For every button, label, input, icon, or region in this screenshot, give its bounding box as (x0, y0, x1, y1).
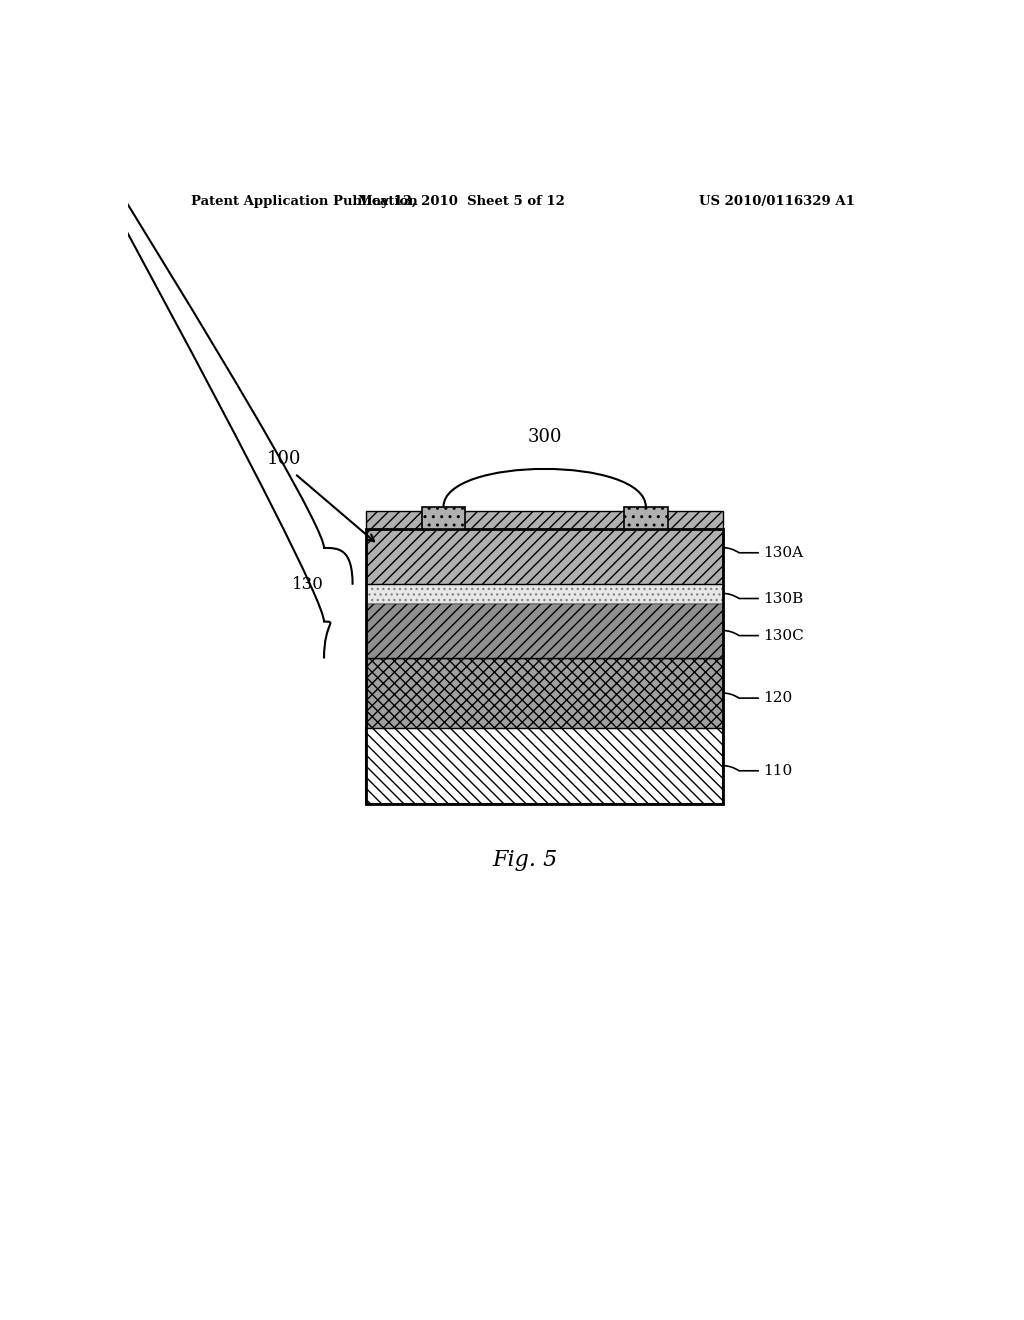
Text: May 13, 2010  Sheet 5 of 12: May 13, 2010 Sheet 5 of 12 (357, 194, 565, 207)
Text: 110: 110 (763, 764, 793, 777)
Bar (367, 511, 723, 585)
Bar (367, 585, 723, 602)
Bar (624, 507, 668, 529)
Text: Fig. 5: Fig. 5 (493, 849, 557, 871)
Text: 300: 300 (527, 428, 562, 446)
Bar (367, 659, 723, 727)
Bar (367, 602, 723, 659)
Bar (422, 507, 465, 529)
Bar (367, 727, 723, 804)
Text: Patent Application Publication: Patent Application Publication (191, 194, 418, 207)
Text: 120: 120 (763, 692, 793, 705)
Bar (367, 529, 723, 804)
Text: 130: 130 (292, 577, 324, 593)
Text: US 2010/0116329 A1: US 2010/0116329 A1 (699, 194, 855, 207)
Text: 100: 100 (267, 450, 301, 469)
Text: 130C: 130C (763, 628, 804, 643)
Text: 130B: 130B (763, 591, 803, 606)
Text: 130A: 130A (763, 545, 803, 560)
